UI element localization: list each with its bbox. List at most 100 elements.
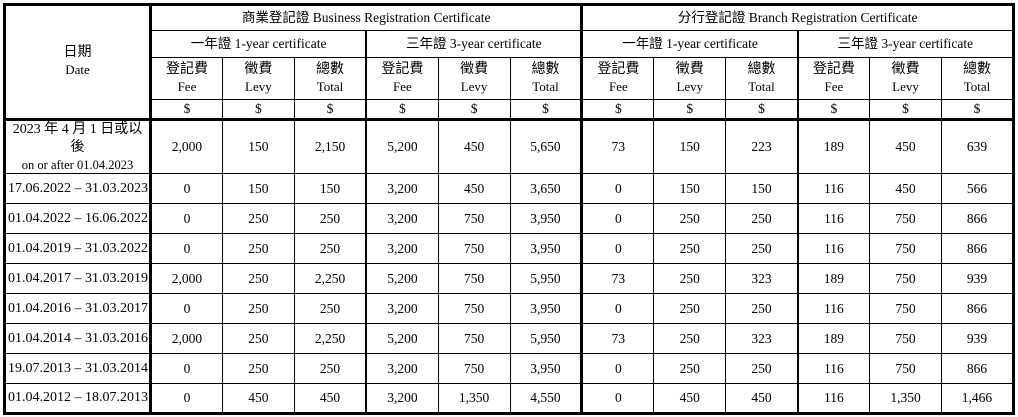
col-header-levy: 徵費 Levy xyxy=(653,57,727,100)
value-cell: 250 xyxy=(221,203,295,235)
currency-symbol: $ xyxy=(150,99,223,121)
col-header-fee-zh: 登記費 xyxy=(597,61,640,77)
value-cell: 250 xyxy=(653,233,727,265)
table-row: 01.04.2019 – 31.03.2022 0 250 250 3,200 750 3,… xyxy=(4,233,1015,265)
date-cell-line: 17.06.2022 – 31.03.2023 xyxy=(8,180,148,196)
value-cell: 750 xyxy=(869,323,942,355)
col-header-levy: 徵費 Levy xyxy=(221,57,295,100)
currency-symbol: $ xyxy=(509,99,583,121)
value-cell: 250 xyxy=(221,233,295,265)
value-cell: 5,200 xyxy=(365,263,439,295)
value-cell: 250 xyxy=(221,323,295,355)
value-cell: 0 xyxy=(150,233,223,265)
col-header-levy-zh: 徵費 xyxy=(891,61,920,77)
currency-symbol: $ xyxy=(221,99,295,121)
value-cell: 250 xyxy=(725,233,799,265)
col-header-levy-zh: 徵費 xyxy=(675,61,704,77)
col-header-total-zh: 總數 xyxy=(747,61,776,77)
table-row: 01.04.2012 – 18.07.2013 0 450 450 3,200 1,350… xyxy=(4,383,1015,415)
value-cell: 3,950 xyxy=(509,203,583,235)
cert-type-branch-3yr: 三年證 3-year certificate xyxy=(796,30,1014,58)
value-cell: 2,000 xyxy=(150,323,223,355)
col-header-total: 總數 Total xyxy=(940,57,1015,100)
value-cell: 323 xyxy=(725,263,799,295)
value-cell: 450 xyxy=(869,117,942,175)
section-header-business: 商業登記證 Business Registration Certificate xyxy=(149,4,583,31)
value-cell: 750 xyxy=(437,203,511,235)
value-cell: 3,200 xyxy=(365,293,439,325)
value-cell: 116 xyxy=(796,233,871,265)
value-cell: 73 xyxy=(580,323,655,355)
value-cell: 450 xyxy=(653,383,727,415)
value-cell: 1,466 xyxy=(940,383,1015,415)
value-cell: 250 xyxy=(725,353,799,385)
date-cell-line: on or after 01.04.2023 xyxy=(21,157,134,172)
value-cell: 73 xyxy=(580,263,655,295)
currency-symbol: $ xyxy=(653,99,727,121)
value-cell: 250 xyxy=(725,203,799,235)
registration-fee-table: 日期 Date 商業登記證 Business Registration Cert… xyxy=(3,3,1015,416)
value-cell: 750 xyxy=(869,203,942,235)
value-cell: 939 xyxy=(940,263,1015,295)
date-cell: 19.07.2013 – 31.03.2014 xyxy=(4,353,152,385)
value-cell: 3,200 xyxy=(365,353,439,385)
value-cell: 1,350 xyxy=(437,383,511,415)
col-header-fee: 登記費 Fee xyxy=(796,57,871,100)
col-header-fee-zh: 登記費 xyxy=(812,61,855,77)
value-cell: 5,650 xyxy=(509,117,583,175)
col-header-levy-en: Levy xyxy=(245,79,272,95)
date-cell: 17.06.2022 – 31.03.2023 xyxy=(4,173,152,205)
value-cell: 5,200 xyxy=(365,323,439,355)
table-row: 01.04.2014 – 31.03.2016 2,000 250 2,250 5,20… xyxy=(4,323,1015,355)
value-cell: 3,200 xyxy=(365,233,439,265)
value-cell: 0 xyxy=(150,173,223,205)
value-cell: 866 xyxy=(940,353,1015,385)
col-header-fee-zh: 登記費 xyxy=(381,61,424,77)
date-cell-line: 01.04.2019 – 31.03.2022 xyxy=(8,240,148,256)
currency-symbol: $ xyxy=(365,99,439,121)
value-cell: 3,950 xyxy=(509,233,583,265)
value-cell: 0 xyxy=(580,353,655,385)
value-cell: 866 xyxy=(940,233,1015,265)
value-cell: 150 xyxy=(725,173,799,205)
value-cell: 3,950 xyxy=(509,353,583,385)
value-cell: 250 xyxy=(725,293,799,325)
date-cell-line: 01.04.2017 – 31.03.2019 xyxy=(8,270,148,286)
col-header-fee-zh: 登記費 xyxy=(165,61,208,77)
value-cell: 2,000 xyxy=(150,117,223,175)
value-cell: 750 xyxy=(437,353,511,385)
currency-symbol: $ xyxy=(796,99,871,121)
col-header-total: 總數 Total xyxy=(293,57,367,100)
value-cell: 116 xyxy=(796,293,871,325)
value-cell: 639 xyxy=(940,117,1015,175)
header-row-cert-types: 一年證 1-year certificate 三年證 3-year certif… xyxy=(5,30,1014,58)
value-cell: 323 xyxy=(725,323,799,355)
table-row: 17.06.2022 – 31.03.2023 0 150 150 3,200 450 3,… xyxy=(4,173,1015,205)
value-cell: 5,950 xyxy=(509,323,583,355)
col-header-total-en: Total xyxy=(316,79,344,95)
col-header-levy-en: Levy xyxy=(676,79,704,95)
header-row-sections: 日期 Date 商業登記證 Business Registration Cert… xyxy=(4,4,1014,120)
value-cell: 450 xyxy=(221,383,295,415)
value-cell: 5,950 xyxy=(509,263,583,295)
value-cell: 116 xyxy=(796,203,871,235)
value-cell: 223 xyxy=(725,117,799,175)
value-cell: 450 xyxy=(869,173,942,205)
col-header-levy-zh: 徵費 xyxy=(460,61,489,77)
value-cell: 939 xyxy=(940,323,1015,355)
date-cell: 01.04.2014 – 31.03.2016 xyxy=(4,323,152,355)
col-header-total-en: Total xyxy=(532,79,559,95)
value-cell: 150 xyxy=(653,173,727,205)
value-cell: 750 xyxy=(869,263,942,295)
date-cell: 01.04.2012 – 18.07.2013 xyxy=(4,383,152,415)
cert-type-branch-1yr: 一年證 1-year certificate xyxy=(580,30,799,58)
col-header-fee: 登記費 Fee xyxy=(365,57,439,100)
value-cell: 0 xyxy=(580,203,655,235)
date-cell: 2023 年 4 月 1 日或以後 on or after 01.04.2023 xyxy=(4,117,152,175)
currency-symbol: $ xyxy=(869,99,942,121)
header-row-currency: $ $ $ $ $ $ $ $ $ $ $ $ xyxy=(5,99,1015,121)
col-header-fee: 登記費 Fee xyxy=(150,57,223,100)
value-cell: 250 xyxy=(653,293,727,325)
value-cell: 450 xyxy=(725,383,799,415)
date-column-header: 日期 Date xyxy=(4,4,152,120)
